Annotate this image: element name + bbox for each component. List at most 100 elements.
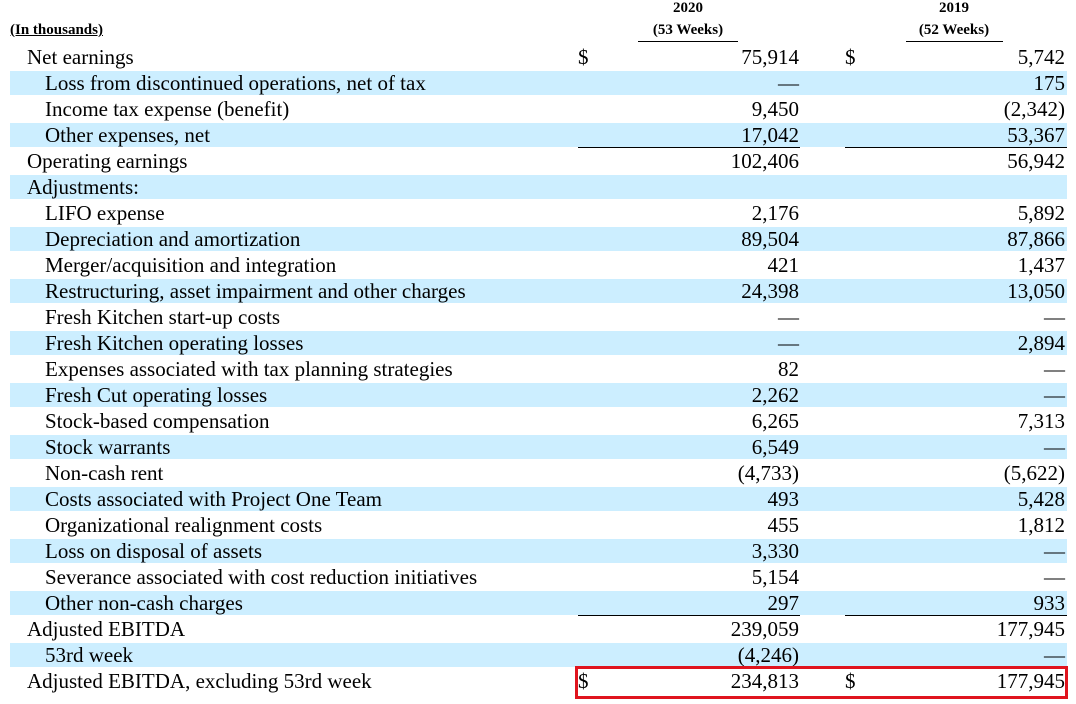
value-2020: 3,330 bbox=[751, 539, 799, 563]
currency-symbol-2019: $ bbox=[845, 45, 856, 69]
table-row: Stock warrants 6,549 — bbox=[0, 434, 1076, 460]
value-2019: — bbox=[1044, 565, 1065, 589]
row-shade bbox=[10, 539, 1067, 563]
table-row: Stock-based compensation 6,265 7,313 bbox=[0, 408, 1076, 434]
row-shade bbox=[10, 643, 1067, 667]
row-shade bbox=[10, 279, 1067, 303]
row-label: Merger/acquisition and integration bbox=[45, 253, 337, 277]
row-label: Costs associated with Project One Team bbox=[45, 487, 382, 511]
value-2019: 933 bbox=[1033, 591, 1066, 615]
value-2020: 2,176 bbox=[751, 201, 799, 225]
value-2019: — bbox=[1044, 383, 1065, 407]
value-2020: 89,504 bbox=[741, 227, 799, 251]
table-row: Loss from discontinued operations, net o… bbox=[0, 70, 1076, 96]
row-shade bbox=[10, 435, 1067, 459]
value-2019: 53,367 bbox=[1007, 123, 1065, 147]
value-2019: 5,428 bbox=[1017, 487, 1065, 511]
row-label: Adjustments: bbox=[27, 175, 140, 199]
row-label: Stock warrants bbox=[45, 435, 171, 459]
row-label: Fresh Kitchen operating losses bbox=[45, 331, 304, 355]
highlight-box bbox=[575, 666, 1068, 699]
table-row: Adjustments: bbox=[0, 174, 1076, 200]
value-2019: 87,866 bbox=[1007, 227, 1065, 251]
row-label: Adjusted EBITDA bbox=[27, 617, 186, 641]
value-2020: 75,914 bbox=[741, 45, 799, 69]
value-2019: — bbox=[1044, 643, 1065, 667]
header-2020-underline bbox=[638, 41, 738, 42]
value-2019: (5,622) bbox=[1003, 461, 1065, 485]
table-row: 53rd week (4,246) — bbox=[0, 642, 1076, 668]
value-2020: (4,733) bbox=[737, 461, 799, 485]
row-label: Income tax expense (benefit) bbox=[45, 97, 290, 121]
value-2020: 17,042 bbox=[741, 123, 799, 147]
table-row: Organizational realignment costs 455 1,812 bbox=[0, 512, 1076, 538]
header-2020-year: 2020 bbox=[673, 0, 703, 16]
subtotal-underline-2020 bbox=[578, 147, 800, 148]
header-2019-weeks: (52 Weeks) bbox=[918, 22, 990, 38]
table-row: Expenses associated with tax planning st… bbox=[0, 356, 1076, 382]
row-shade bbox=[10, 227, 1067, 251]
value-2019: 7,313 bbox=[1017, 409, 1065, 433]
value-2020: 239,059 bbox=[730, 617, 799, 641]
value-2019: 177,945 bbox=[996, 669, 1065, 693]
row-shade bbox=[10, 175, 1067, 199]
row-label: Restructuring, asset impairment and othe… bbox=[45, 279, 466, 303]
value-2019: 175 bbox=[1033, 71, 1066, 95]
header-2019-year: 2019 bbox=[939, 0, 969, 16]
value-2020: 455 bbox=[767, 513, 800, 537]
subtotal-underline-2020 bbox=[578, 615, 800, 616]
row-shade bbox=[10, 331, 1067, 355]
value-2019: 13,050 bbox=[1007, 279, 1065, 303]
subtotal-underline-2019 bbox=[845, 615, 1067, 616]
value-2020: — bbox=[778, 305, 799, 329]
row-shade bbox=[10, 123, 1067, 147]
value-2019: — bbox=[1044, 539, 1065, 563]
header-2019-underline bbox=[906, 41, 1003, 42]
value-2019: 2,894 bbox=[1017, 331, 1065, 355]
row-label: LIFO expense bbox=[45, 201, 165, 225]
value-2020: 421 bbox=[767, 253, 800, 277]
value-2020: 102,406 bbox=[730, 149, 799, 173]
table-row: Operating earnings 102,406 56,942 bbox=[0, 148, 1076, 174]
value-2019: 177,945 bbox=[996, 617, 1065, 641]
table-row: Restructuring, asset impairment and othe… bbox=[0, 278, 1076, 304]
table-row: Net earnings $ $75,914 5,742 bbox=[0, 44, 1076, 70]
value-2020: — bbox=[778, 71, 799, 95]
row-label: Severance associated with cost reduction… bbox=[45, 565, 478, 589]
value-2020: 297 bbox=[767, 591, 800, 615]
table-row: Fresh Kitchen operating losses — 2,894 bbox=[0, 330, 1076, 356]
table-row: Fresh Kitchen start-up costs — — bbox=[0, 304, 1076, 330]
financial-table: Net earnings $ $75,914 5,742 Loss from disco… bbox=[0, 44, 1076, 694]
row-label: Other expenses, net bbox=[45, 123, 211, 147]
table-row: Merger/acquisition and integration 421 1,4… bbox=[0, 252, 1076, 278]
table-row: Costs associated with Project One Team 49… bbox=[0, 486, 1076, 512]
value-2020: 6,549 bbox=[751, 435, 799, 459]
value-2020: 234,813 bbox=[730, 669, 799, 693]
row-label: Depreciation and amortization bbox=[45, 227, 301, 251]
value-2020: 82 bbox=[778, 357, 799, 381]
row-shade bbox=[10, 591, 1067, 615]
table-row: Adjusted EBITDA 239,059 177,945 bbox=[0, 616, 1076, 642]
row-label: Expenses associated with tax planning st… bbox=[45, 357, 453, 381]
row-label: 53rd week bbox=[45, 643, 134, 667]
currency-symbol-2020: $ bbox=[578, 45, 589, 69]
row-label: Other non-cash charges bbox=[45, 591, 243, 615]
row-shade bbox=[10, 383, 1067, 407]
value-2019: — bbox=[1044, 357, 1065, 381]
value-2019: 5,892 bbox=[1017, 201, 1065, 225]
value-2019: 56,942 bbox=[1007, 149, 1065, 173]
value-2019: 1,812 bbox=[1017, 513, 1065, 537]
row-label: Fresh Kitchen start-up costs bbox=[45, 305, 281, 329]
value-2020: 5,154 bbox=[751, 565, 799, 589]
value-2020: 9,450 bbox=[751, 97, 799, 121]
value-2019: 5,742 bbox=[1017, 45, 1065, 69]
row-shade bbox=[10, 487, 1067, 511]
table-row: Fresh Cut operating losses 2,262 — bbox=[0, 382, 1076, 408]
row-label: Net earnings bbox=[27, 45, 134, 69]
value-2019: — bbox=[1044, 305, 1065, 329]
row-label: Organizational realignment costs bbox=[45, 513, 323, 537]
value-2019: (2,342) bbox=[1003, 97, 1065, 121]
value-2020: — bbox=[778, 331, 799, 355]
subtotal-underline-2019 bbox=[845, 147, 1067, 148]
table-row: Other expenses, net 17,042 53,367 bbox=[0, 122, 1076, 148]
